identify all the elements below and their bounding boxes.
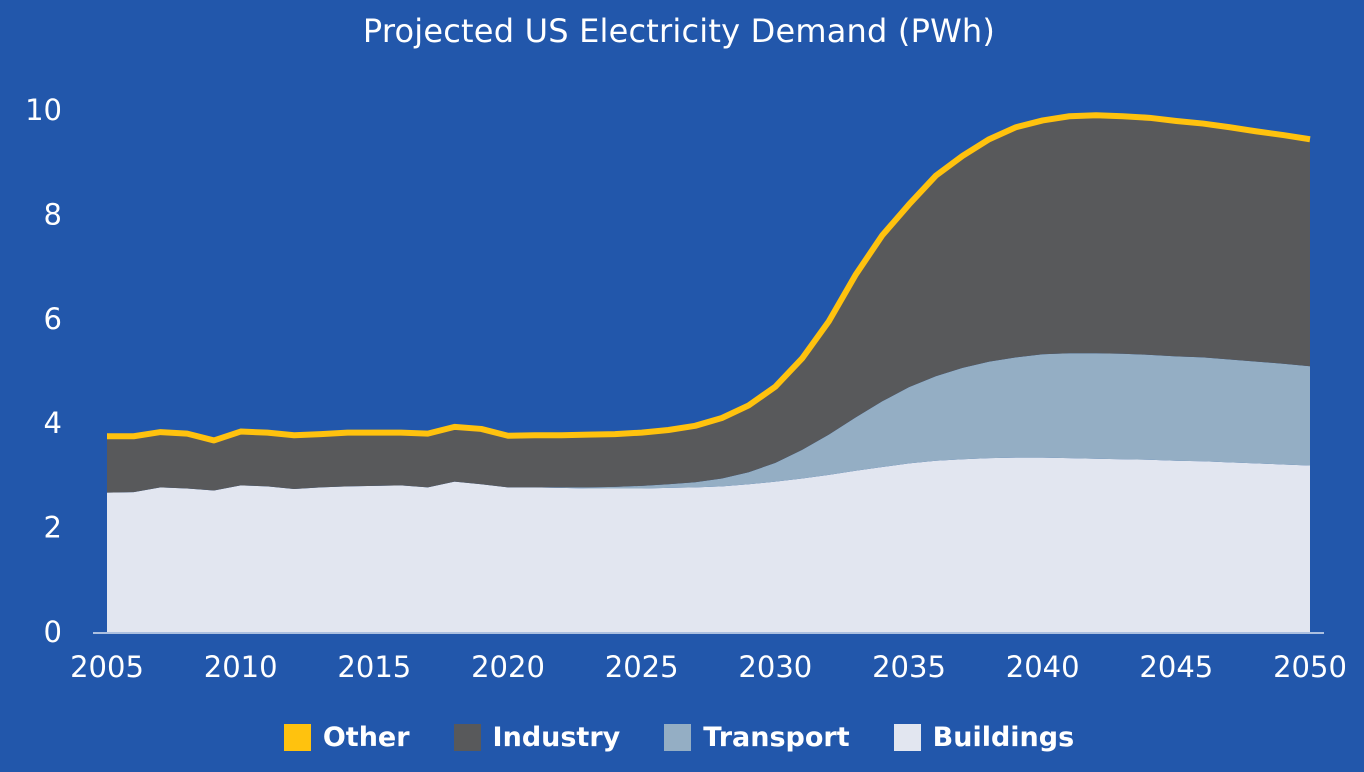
- legend-item-other: Other: [283, 722, 410, 753]
- x-tick-label: 2035: [872, 650, 946, 684]
- x-tick-label: 2015: [337, 650, 411, 684]
- chart-title: Projected US Electricity Demand (PWh): [362, 12, 996, 50]
- x-tick-label: 2045: [1139, 650, 1213, 684]
- ticks-layer: 0 2 4 6 8 10 2005 2010 2015 2020 2025 2030 2035 2040 2…: [25, 93, 1347, 684]
- x-tick-label: 2030: [738, 650, 812, 684]
- legend-swatch-other: [283, 724, 311, 751]
- y-tick-label: 8: [44, 197, 62, 231]
- y-tick-label: 6: [44, 302, 62, 336]
- x-tick-label: 2005: [70, 650, 144, 684]
- legend-label-other: Other: [322, 722, 410, 753]
- legend-item-buildings: Buildings: [893, 722, 1075, 753]
- x-tick-label: 2050: [1273, 650, 1347, 684]
- series-line-other: [107, 112, 1311, 444]
- legend: Other Industry Transport Buildings: [0, 722, 1358, 753]
- legend-swatch-industry: [453, 724, 481, 751]
- y-tick-label: 2: [44, 511, 62, 545]
- series-area-buildings: [107, 457, 1310, 632]
- legend-label-buildings: Buildings: [932, 722, 1075, 753]
- series-area-industry: [107, 116, 1310, 493]
- x-tick-label: 2020: [471, 650, 545, 684]
- x-tick-label: 2010: [204, 650, 278, 684]
- series-area-transport: [107, 353, 1310, 493]
- areas-layer: [107, 112, 1311, 632]
- legend-label-transport: Transport: [703, 722, 850, 753]
- y-tick-label: 10: [25, 93, 62, 127]
- legend-item-transport: Transport: [664, 722, 850, 753]
- legend-swatch-buildings: [893, 724, 921, 751]
- legend-swatch-transport: [664, 724, 692, 751]
- x-tick-label: 2040: [1006, 650, 1080, 684]
- y-tick-label: 0: [44, 615, 62, 649]
- y-tick-label: 4: [44, 406, 62, 440]
- x-tick-label: 2025: [605, 650, 679, 684]
- legend-item-industry: Industry: [453, 722, 621, 753]
- legend-label-industry: Industry: [492, 722, 621, 753]
